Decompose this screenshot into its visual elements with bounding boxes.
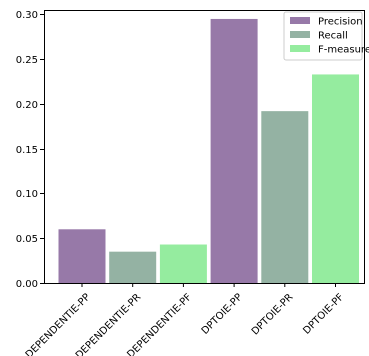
y-tick-label: 0.30 xyxy=(16,10,38,21)
y-tick-label: 0.10 xyxy=(16,189,38,200)
legend-swatch-precision xyxy=(290,17,310,24)
bar-dependentie-pr xyxy=(109,251,157,283)
axes-group xyxy=(44,10,365,284)
bar-dptoie-pp xyxy=(210,18,258,284)
bar-dependentie-pf xyxy=(159,244,207,283)
y-ticks-group: 0.00 0.05 0.10 0.15 0.20 0.25 0.30 xyxy=(16,10,44,290)
x-tick-label: DPTOIE-PF xyxy=(301,292,346,337)
legend: Precision Recall F-measure xyxy=(283,11,369,61)
x-ticks-group: DEPENDENTIE-PPDEPENDENTIE-PRDEPENDENTIE-… xyxy=(24,283,346,356)
bar-dptoie-pf xyxy=(312,74,359,284)
bars-group xyxy=(58,18,359,284)
y-tick-label: 0.20 xyxy=(16,100,38,111)
y-tick-label: 0.05 xyxy=(16,234,38,245)
y-tick-label: 0.00 xyxy=(16,279,38,290)
bar-dependentie-pp xyxy=(58,229,106,283)
legend-label-precision: Precision xyxy=(318,17,363,28)
legend-label-recall: Recall xyxy=(318,31,348,42)
bar-dptoie-pr xyxy=(261,111,309,284)
x-tick-label: DPTOIE-PP xyxy=(200,292,245,337)
legend-swatch-f-measure xyxy=(290,45,310,52)
y-tick-label: 0.25 xyxy=(16,55,38,66)
y-tick-label: 0.15 xyxy=(16,145,38,156)
legend-label-f-measure: F-measure xyxy=(318,45,369,56)
legend-swatch-recall xyxy=(290,31,310,38)
x-tick-label: DPTOIE-PR xyxy=(250,292,296,338)
